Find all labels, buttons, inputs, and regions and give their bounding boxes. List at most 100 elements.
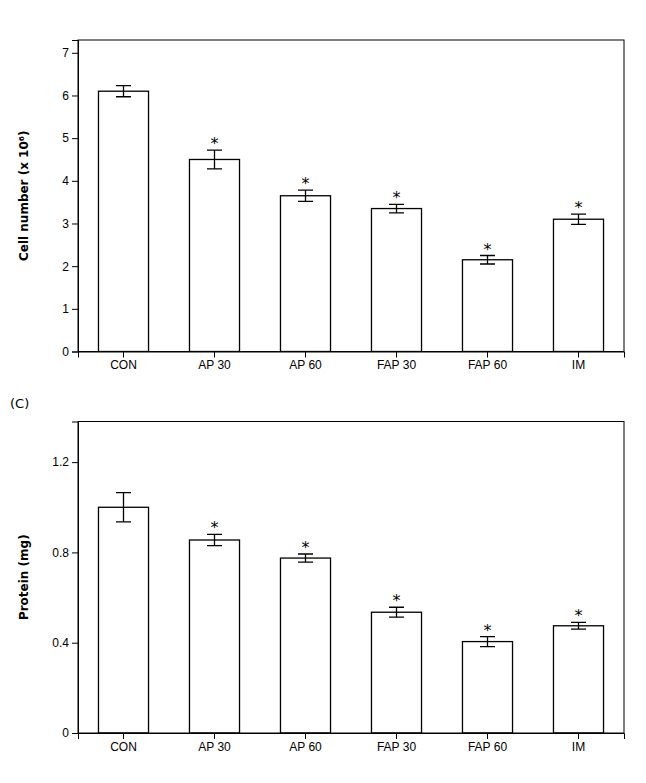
tick-mark — [72, 462, 78, 463]
x-axis: CON AP 30 AP 60 FAP 30 FAP 60 IM — [79, 733, 625, 754]
tick-mark — [72, 266, 78, 267]
panel: 0 0.4 0.8 1.2 CON AP 30 AP 60 FAP 30 FAP 60 IM Pro… — [17, 422, 625, 754]
marks — [98, 86, 603, 352]
tick-label: 0 — [62, 345, 69, 359]
significance-star: * — [393, 591, 401, 610]
tick-mark — [578, 352, 579, 358]
bar — [189, 540, 239, 733]
tick-label: 1.2 — [52, 455, 69, 469]
tick: AP 30 — [198, 352, 231, 373]
tick-mark — [72, 643, 78, 644]
tick-label: 0 — [62, 726, 69, 740]
bar — [462, 260, 512, 352]
tick-mark — [578, 733, 579, 739]
tick-label: FAP 30 — [377, 358, 416, 372]
tick-mark — [72, 352, 78, 353]
tick-label: 3 — [62, 217, 69, 231]
tick-mark — [72, 552, 78, 553]
bar — [553, 219, 603, 351]
plot-frame — [78, 422, 624, 734]
tick-label: IM — [572, 740, 585, 754]
tick: AP 60 — [289, 733, 322, 754]
tick-mark — [72, 223, 78, 224]
tick-label: 0.8 — [52, 546, 69, 560]
bar — [98, 91, 148, 351]
tick: 3 — [62, 217, 78, 231]
significance-star: * — [393, 188, 401, 207]
tick-mark — [72, 53, 78, 54]
tick-mark — [72, 138, 78, 139]
tick-label: CON — [110, 740, 137, 754]
panel: 0 1 2 3 4 5 6 7 CON AP 30 AP 60 FAP 30 FAP 60 IM Cell … — [17, 40, 625, 372]
axis-line — [72, 422, 79, 734]
tick: 0.8 — [52, 546, 78, 560]
marks — [98, 493, 603, 733]
y-axis-label: Protein (mg) — [17, 534, 31, 620]
tick-mark — [396, 352, 397, 358]
tick: AP 30 — [198, 733, 231, 754]
tick-label: CON — [110, 358, 137, 372]
significance-star: * — [484, 240, 492, 259]
tick: 7 — [62, 46, 78, 60]
tick-label: 7 — [62, 46, 69, 60]
tick: FAP 60 — [468, 352, 507, 373]
tick-label: AP 30 — [198, 358, 231, 372]
significance-star: * — [211, 134, 219, 153]
tick-label: 4 — [62, 174, 69, 188]
tick: 0.4 — [52, 636, 78, 650]
significance-star: * — [211, 518, 219, 537]
tick-mark — [487, 352, 488, 358]
y-axis: 0 0.4 0.8 1.2 — [52, 422, 78, 740]
bar — [553, 626, 603, 733]
significance-star: * — [484, 621, 492, 640]
tick: 2 — [62, 259, 78, 273]
error-bar — [116, 86, 131, 97]
tick-label: IM — [572, 358, 585, 372]
y-axis-label: Cell number (x 10⁶) — [17, 130, 31, 261]
axis-line — [79, 734, 625, 740]
bar — [371, 209, 421, 352]
tick: IM — [572, 733, 585, 754]
tick-mark — [396, 733, 397, 739]
tick: 0 — [62, 345, 78, 359]
tick-mark — [72, 733, 78, 734]
tick-mark — [305, 352, 306, 358]
chart-root: 0 1 2 3 4 5 6 7 CON AP 30 AP 60 FAP 30 FAP 60 IM Cell … — [0, 0, 646, 783]
tick: 1 — [62, 302, 78, 316]
tick-mark — [72, 309, 78, 310]
annotations: * * * * * — [211, 518, 583, 639]
tick-label: AP 60 — [289, 358, 322, 372]
tick-label: 6 — [62, 89, 69, 103]
plot-frame — [78, 40, 624, 352]
tick-mark — [487, 733, 488, 739]
tick: 5 — [62, 131, 78, 145]
bar — [189, 159, 239, 351]
tick-mark — [123, 733, 124, 739]
axis-line — [72, 41, 79, 353]
tick-label: 5 — [62, 131, 69, 145]
tick-mark — [72, 181, 78, 182]
tick: AP 60 — [289, 352, 322, 373]
axis-line — [79, 352, 625, 358]
bar — [280, 558, 330, 733]
significance-star: * — [575, 198, 583, 217]
significance-star: * — [302, 538, 310, 557]
tick: IM — [572, 352, 585, 373]
panel-label: (C) — [10, 396, 29, 411]
error-bar — [116, 493, 131, 522]
tick-mark — [214, 352, 215, 358]
tick-label: FAP 60 — [468, 740, 507, 754]
tick: 0 — [62, 726, 78, 740]
significance-star: * — [575, 606, 583, 625]
bar — [371, 612, 421, 733]
tick-mark — [72, 95, 78, 96]
tick: 4 — [62, 174, 78, 188]
tick-label: AP 30 — [198, 740, 231, 754]
tick-label: FAP 60 — [468, 358, 507, 372]
tick-label: 0.4 — [52, 636, 69, 650]
tick: CON — [110, 352, 137, 373]
significance-star: * — [302, 174, 310, 193]
tick: FAP 30 — [377, 733, 416, 754]
y-axis: 0 1 2 3 4 5 6 7 — [62, 41, 78, 359]
tick: FAP 30 — [377, 352, 416, 373]
